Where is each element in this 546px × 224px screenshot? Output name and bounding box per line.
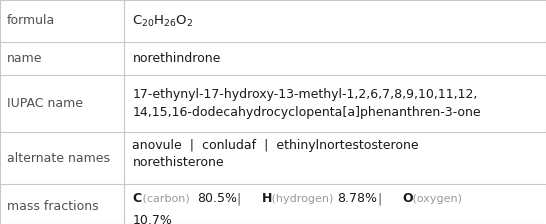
Text: 8.78%: 8.78% (337, 192, 378, 205)
Text: 17-ethynyl-17-hydroxy-13-methyl-1,2,6,7,8,9,10,11,12,
14,15,16-dodecahydrocyclop: 17-ethynyl-17-hydroxy-13-methyl-1,2,6,7,… (133, 88, 481, 119)
Text: C: C (133, 192, 141, 205)
Text: alternate names: alternate names (7, 151, 110, 164)
Text: H: H (262, 192, 272, 205)
Text: |: | (229, 192, 250, 205)
Text: |: | (370, 192, 390, 205)
Text: $\mathregular{C_{20}H_{26}O_{2}}$: $\mathregular{C_{20}H_{26}O_{2}}$ (133, 13, 194, 28)
Text: anovule  |  conludaf  |  ethinylnortestosterone
norethisterone: anovule | conludaf | ethinylnortestoster… (133, 139, 419, 169)
Text: 80.5%: 80.5% (197, 192, 237, 205)
Text: formula: formula (7, 15, 55, 28)
Text: (carbon): (carbon) (139, 194, 193, 204)
Text: (hydrogen): (hydrogen) (268, 194, 337, 204)
Text: norethindrone: norethindrone (133, 52, 221, 65)
Text: (oxygen): (oxygen) (409, 194, 462, 204)
Text: 10.7%: 10.7% (133, 213, 173, 224)
Text: O: O (402, 192, 413, 205)
Text: name: name (7, 52, 43, 65)
Text: mass fractions: mass fractions (7, 200, 99, 213)
Text: IUPAC name: IUPAC name (7, 97, 83, 110)
